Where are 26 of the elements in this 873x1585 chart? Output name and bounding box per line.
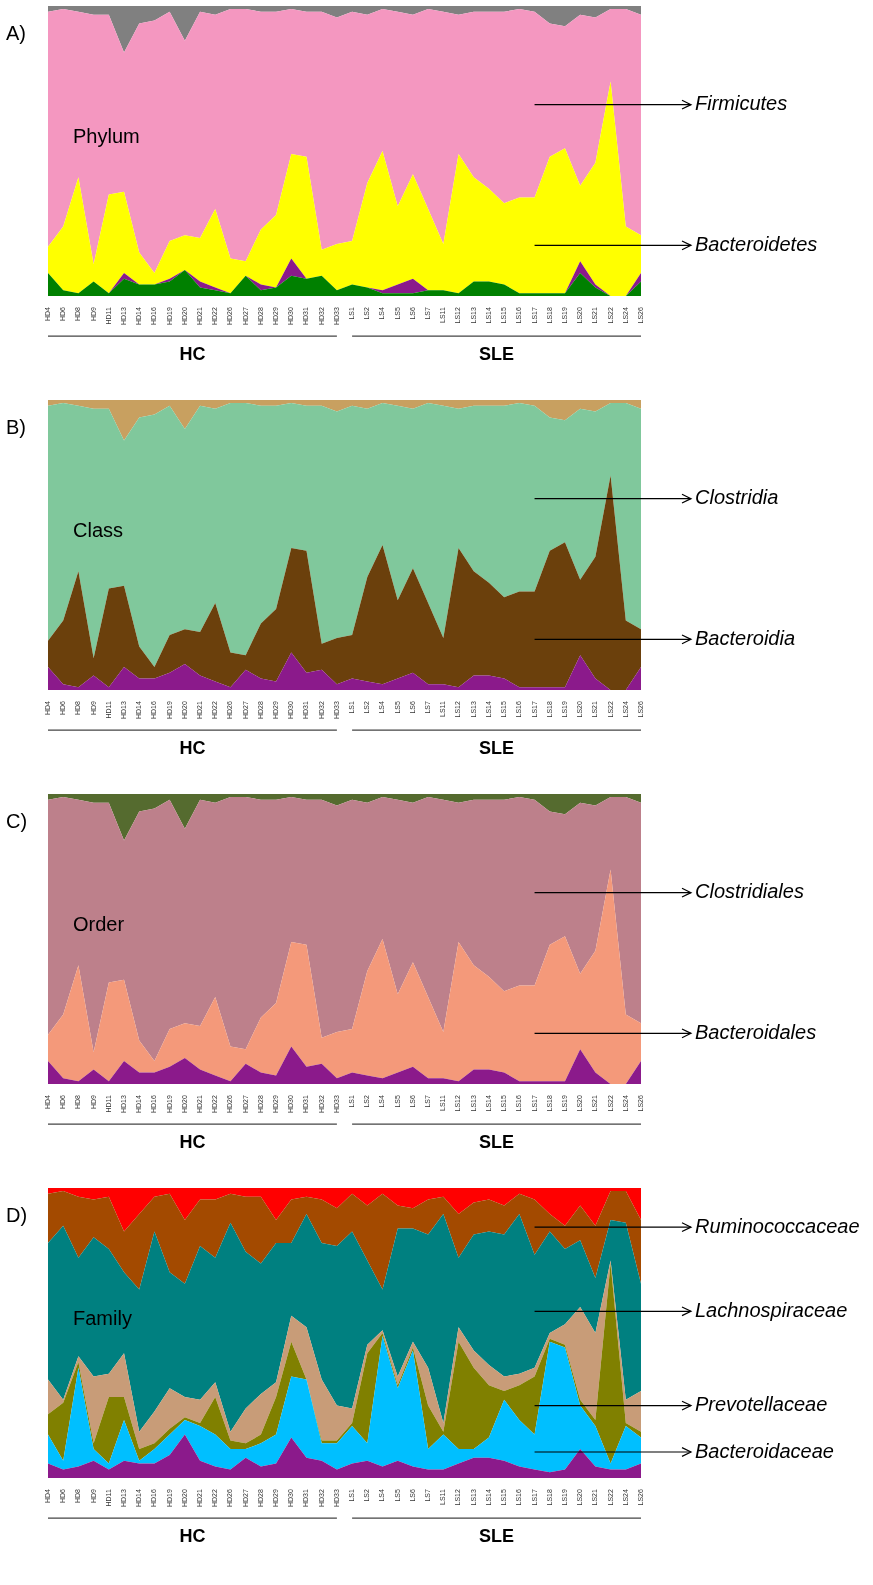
text: Ruminococcaceae	[695, 1214, 860, 1237]
text: SLE	[479, 1132, 515, 1153]
text: Bacteroidaceae	[695, 1439, 834, 1462]
text: Clostridia	[695, 486, 779, 509]
text: B)	[6, 415, 26, 438]
text: A)	[6, 21, 26, 44]
annotation: Family	[73, 1307, 132, 1330]
text: SLE	[479, 344, 515, 365]
text: HC	[179, 738, 206, 759]
text: Firmicutes	[695, 92, 788, 115]
text: D)	[6, 1203, 28, 1226]
text: HC	[179, 1132, 206, 1153]
text: Bacteroidia	[695, 626, 796, 649]
text: C)	[6, 809, 28, 832]
text: Lachnospiraceae	[695, 1298, 848, 1321]
text: HC	[179, 1526, 206, 1547]
annotation: Order	[73, 913, 125, 936]
annotation: Class	[73, 519, 124, 542]
text: SLE	[479, 738, 515, 759]
text: SLE	[479, 1526, 515, 1547]
text: Prevotellaceae	[695, 1393, 828, 1416]
text: HC	[179, 344, 206, 365]
text: Bacteroidales	[695, 1020, 817, 1043]
text: Clostridiales	[695, 880, 804, 903]
text: Bacteroidetes	[695, 232, 818, 255]
annotation: Phylum	[73, 125, 140, 148]
